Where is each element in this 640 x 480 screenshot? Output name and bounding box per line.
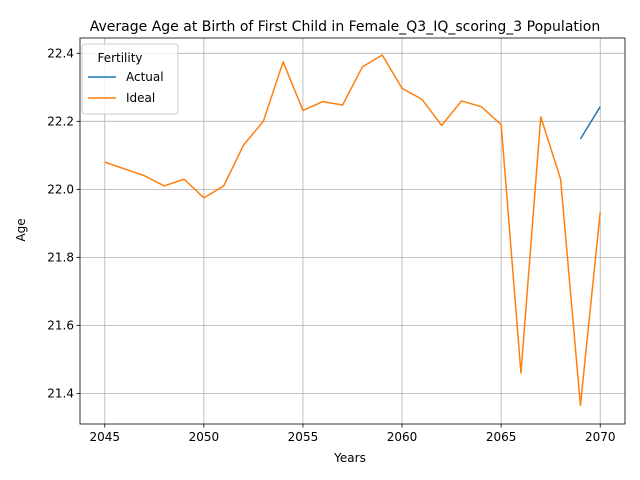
x-axis-label: Years xyxy=(333,451,366,465)
x-tick-label: 2045 xyxy=(89,430,120,444)
series-line-actual xyxy=(579,106,601,140)
legend: Fertility Actual Ideal xyxy=(81,43,179,115)
y-tick-label: 21.8 xyxy=(47,250,74,264)
series-line-ideal xyxy=(104,54,601,407)
legend-label-ideal: Ideal xyxy=(126,91,155,105)
x-tick-label: 2050 xyxy=(189,430,220,444)
axes: 2045 2050 2055 2060 2065 2070 21.4 21.6 21.8 22.0… xyxy=(47,37,626,444)
chart-title: Average Age at Birth of First Child in F… xyxy=(90,19,600,35)
x-tick-label: 2055 xyxy=(288,430,319,444)
y-tick-label: 22.0 xyxy=(47,182,74,196)
y-tick-label: 22.4 xyxy=(47,46,74,60)
legend-label-actual: Actual xyxy=(126,70,164,84)
plot-frame xyxy=(79,37,626,425)
x-tick-label: 2065 xyxy=(486,430,517,444)
y-tick-label: 21.4 xyxy=(47,386,74,400)
x-tick-label: 2070 xyxy=(585,430,616,444)
y-tick-label: 21.6 xyxy=(47,318,74,332)
grid xyxy=(80,38,625,424)
x-tick-label: 2060 xyxy=(387,430,418,444)
series-lines xyxy=(104,54,601,407)
y-axis-label: Age xyxy=(14,218,28,241)
legend-box xyxy=(81,43,179,115)
legend-title: Fertility xyxy=(97,51,142,65)
y-tick-label: 22.2 xyxy=(47,114,74,128)
